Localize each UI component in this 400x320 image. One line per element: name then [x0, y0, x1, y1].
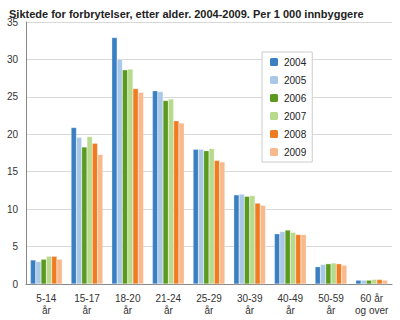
svg-text:2007: 2007 — [284, 111, 307, 122]
svg-text:20: 20 — [7, 129, 19, 140]
svg-text:25: 25 — [7, 91, 19, 102]
svg-text:2005: 2005 — [284, 75, 307, 86]
svg-text:0: 0 — [12, 279, 18, 290]
svg-text:60 år: 60 år — [360, 293, 383, 304]
svg-text:2008: 2008 — [284, 129, 307, 140]
svg-text:15: 15 — [7, 166, 19, 177]
svg-text:år: år — [83, 305, 93, 316]
svg-text:år: år — [164, 305, 174, 316]
svg-text:2006: 2006 — [284, 93, 307, 104]
svg-text:år: år — [123, 305, 133, 316]
svg-text:5-14: 5-14 — [36, 293, 56, 304]
svg-text:18-20: 18-20 — [115, 293, 141, 304]
svg-text:5: 5 — [12, 241, 18, 252]
svg-text:år: år — [42, 305, 52, 316]
svg-text:2009: 2009 — [284, 147, 307, 158]
svg-text:år: år — [205, 305, 215, 316]
svg-text:50-59: 50-59 — [318, 293, 344, 304]
svg-text:15-17: 15-17 — [74, 293, 100, 304]
svg-text:Siktede for forbrytelser, ette: Siktede for forbrytelser, etter alder. 2… — [9, 8, 364, 20]
svg-text:35: 35 — [6, 16, 18, 28]
svg-text:30: 30 — [7, 54, 19, 65]
svg-text:2004: 2004 — [284, 57, 307, 68]
svg-text:10: 10 — [7, 204, 19, 215]
svg-text:40-49: 40-49 — [278, 293, 304, 304]
svg-text:21-24: 21-24 — [156, 293, 182, 304]
svg-text:30-39: 30-39 — [237, 293, 263, 304]
svg-text:år: år — [327, 305, 337, 316]
svg-text:og over: og over — [355, 305, 389, 316]
svg-text:år: år — [286, 305, 296, 316]
svg-text:25-29: 25-29 — [196, 293, 222, 304]
svg-text:år: år — [245, 305, 255, 316]
